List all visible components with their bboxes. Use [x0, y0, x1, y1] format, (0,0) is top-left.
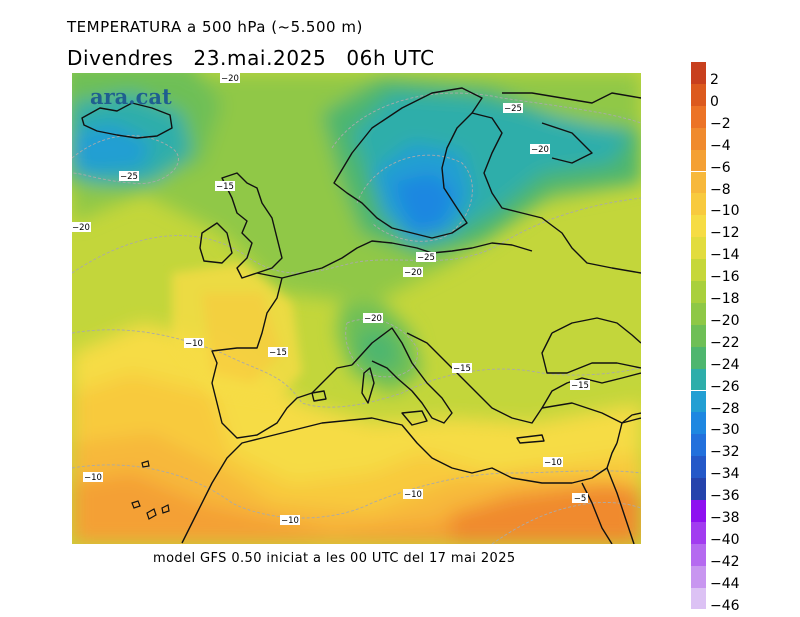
legend-swatch — [691, 456, 706, 479]
legend-label: −26 — [710, 378, 740, 395]
legend-label: −24 — [710, 356, 740, 373]
legend-swatch — [691, 281, 706, 303]
contour-label: −15 — [269, 348, 287, 358]
legend-label: −30 — [710, 422, 740, 439]
contour-label: −20 — [72, 223, 90, 233]
legend-swatch — [691, 62, 706, 84]
france-iberia — [211, 277, 353, 439]
italy — [351, 327, 453, 424]
europe-mainland — [256, 240, 533, 279]
contour-label: −15 — [453, 364, 471, 374]
legend-swatch — [691, 324, 706, 347]
contour-label: −20 — [404, 268, 422, 278]
chart-title: TEMPERATURA a 500 hPa (~5.500 m) — [67, 18, 363, 36]
valid-date: 23.mai.2025 — [193, 46, 327, 70]
legend-label: −4 — [710, 137, 731, 154]
valid-hour: 06h UTC — [346, 46, 435, 70]
legend-label: −14 — [710, 247, 740, 264]
ireland — [199, 222, 233, 264]
legend-swatch — [691, 478, 706, 500]
levant — [616, 412, 641, 444]
coastlines — [81, 87, 641, 544]
legend-label: −2 — [710, 115, 731, 132]
contour-label: −10 — [185, 339, 203, 349]
turkey — [541, 402, 641, 424]
north-africa — [181, 417, 618, 544]
finland-baltic — [471, 112, 641, 274]
corsica-sardinia — [361, 367, 375, 404]
legend-swatch — [691, 521, 706, 544]
valid-time: Divendres 23.mai.2025 06h UTC — [67, 46, 455, 70]
ara-cat-logo: ara.cat — [90, 84, 172, 109]
contour-label: −10 — [281, 516, 299, 526]
legend-label: −36 — [710, 488, 740, 505]
scandinavia — [333, 87, 483, 239]
legend-label: −6 — [710, 159, 731, 176]
legend-swatch — [691, 565, 706, 588]
legend-swatch — [691, 434, 706, 457]
legend-swatch — [691, 587, 706, 610]
legend-swatch — [691, 543, 706, 566]
contour-label: −15 — [216, 182, 234, 192]
legend-label: −20 — [710, 312, 740, 329]
legend-label: −46 — [710, 597, 740, 614]
legend-swatch — [691, 346, 706, 369]
contour-label: −10 — [84, 473, 102, 483]
iceland — [81, 102, 173, 139]
valid-day: Divendres — [67, 46, 174, 70]
legend-label: 2 — [710, 72, 719, 88]
crete — [516, 434, 545, 444]
legend-label: −18 — [710, 291, 740, 307]
legend-label: −16 — [710, 269, 740, 286]
legend-swatch — [691, 83, 706, 106]
canary-islands — [131, 460, 170, 520]
contour-label: −25 — [504, 104, 522, 114]
legend-swatch — [691, 500, 706, 522]
legend-swatch — [691, 127, 706, 150]
legend-swatch — [691, 302, 706, 325]
contour-label: −25 — [120, 172, 138, 182]
contour-label: −10 — [544, 458, 562, 468]
legend-swatch — [691, 193, 706, 216]
black-sea — [541, 317, 641, 374]
legend-label: −34 — [710, 466, 740, 483]
contour-label: −20 — [221, 74, 239, 84]
legend-label: −12 — [710, 225, 740, 242]
legend-swatch — [691, 412, 706, 435]
legend-swatch — [691, 237, 706, 260]
contour-label: −15 — [571, 381, 589, 391]
legend-swatch — [691, 149, 706, 172]
legend-label: −28 — [710, 400, 740, 417]
legend-label: −8 — [710, 181, 731, 198]
temperature-map: −20 −25 −20 −25 −15 −20 −25 −20 −20 −10 … — [72, 73, 641, 544]
kola-white-sea — [502, 92, 641, 164]
legend-swatch — [691, 105, 706, 128]
contour-label: −20 — [531, 145, 549, 155]
legend-label: −40 — [710, 531, 740, 548]
sicily — [401, 410, 428, 426]
legend-label: −10 — [710, 203, 740, 220]
legend-label: −22 — [710, 334, 740, 351]
temperature-field — [72, 73, 641, 544]
contour-label: −25 — [417, 253, 435, 263]
contour-label: −20 — [364, 314, 382, 324]
legend-label: −44 — [710, 575, 740, 592]
legend-swatch — [691, 171, 706, 194]
model-run-caption: model GFS 0.50 iniciat a les 00 UTC del … — [153, 551, 516, 566]
legend-label: −32 — [710, 444, 740, 461]
legend-swatch — [691, 390, 706, 413]
balearic — [311, 390, 327, 402]
contour-label: −10 — [404, 490, 422, 500]
legend-swatch — [691, 368, 706, 391]
legend-label: −38 — [710, 510, 740, 526]
legend-label: 0 — [710, 93, 719, 110]
contour-labels: −20 −25 −20 −25 −15 −20 −25 −20 −20 −10 … — [72, 73, 590, 526]
contour-label: −5 — [574, 494, 587, 504]
legend-swatch — [691, 259, 706, 281]
legend-swatch — [691, 215, 706, 238]
legend-label: −42 — [710, 553, 740, 570]
